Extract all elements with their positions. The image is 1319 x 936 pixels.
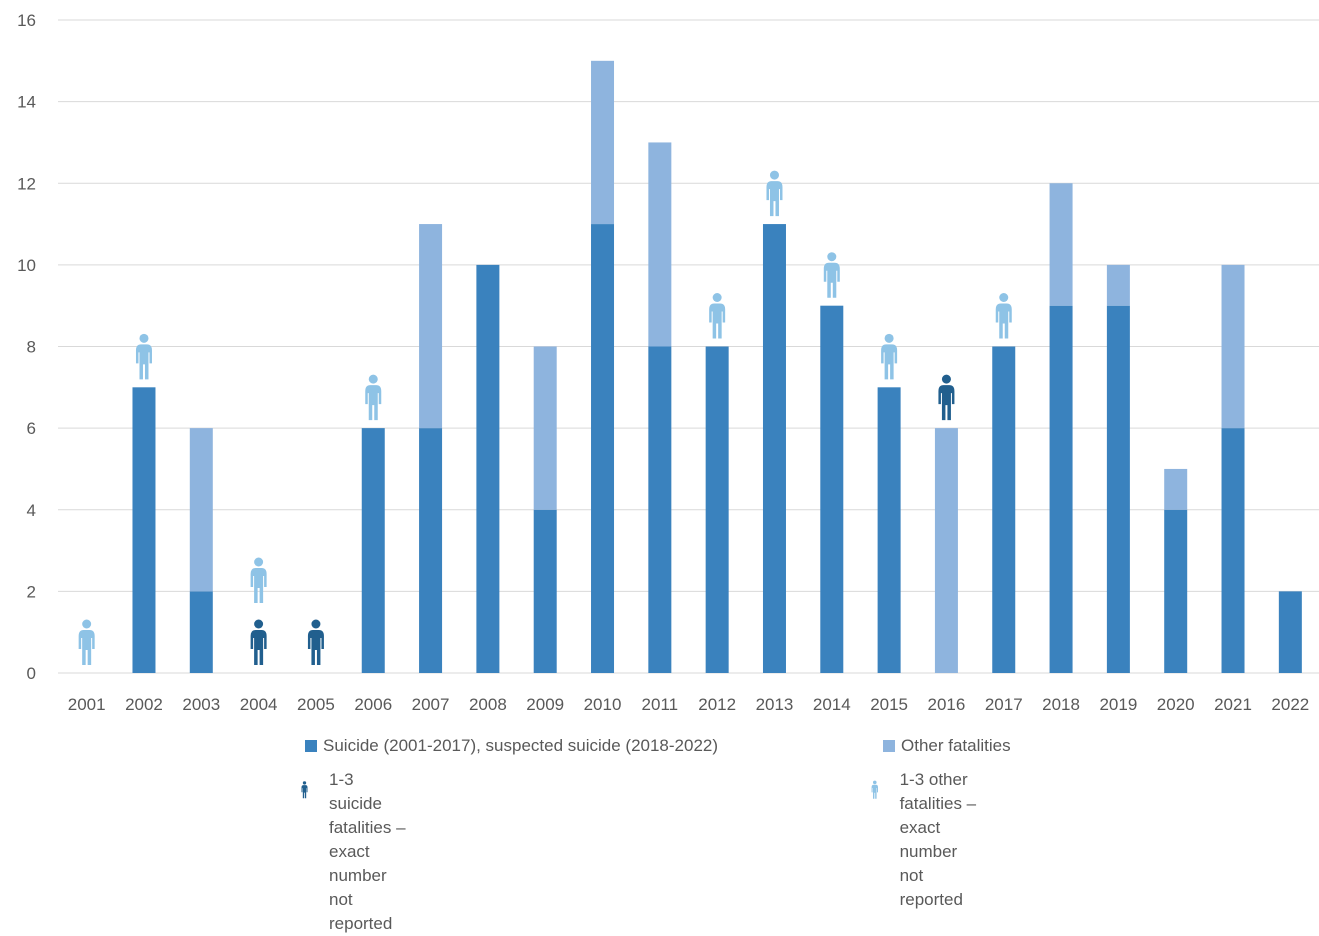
x-tick-label: 2022 bbox=[1271, 695, 1309, 714]
person-icon-other-2013 bbox=[766, 170, 783, 217]
x-tick-label: 2009 bbox=[526, 695, 564, 714]
x-tick-label: 2012 bbox=[698, 695, 736, 714]
bar-suicide-2002 bbox=[132, 387, 156, 673]
x-tick-label: 2004 bbox=[240, 695, 278, 714]
y-tick-label: 16 bbox=[17, 11, 36, 30]
legend-label-suicide-not-reported-line2: number not reported bbox=[329, 866, 393, 933]
legend-label-other-not-reported-line2: number not reported bbox=[899, 842, 963, 909]
bar-suicide-2009 bbox=[533, 509, 557, 673]
x-tick-label: 2021 bbox=[1214, 695, 1252, 714]
person-icon-other-2015 bbox=[881, 333, 898, 380]
bar-other-2010 bbox=[591, 60, 615, 225]
bar-other-2016 bbox=[934, 428, 958, 673]
person-icon-other-2002 bbox=[135, 333, 152, 380]
bar-suicide-2020 bbox=[1164, 509, 1188, 673]
y-tick-label: 6 bbox=[27, 419, 36, 438]
bar-suicide-2015 bbox=[877, 387, 901, 673]
bar-suicide-2019 bbox=[1106, 305, 1130, 673]
bar-suicide-2017 bbox=[992, 346, 1016, 673]
x-tick-label: 2011 bbox=[642, 695, 679, 714]
bar-other-2018 bbox=[1049, 183, 1073, 306]
legend-swatch-other bbox=[883, 740, 895, 752]
bar-suicide-2022 bbox=[1278, 591, 1302, 673]
y-tick-label: 14 bbox=[17, 93, 36, 112]
bar-other-2007 bbox=[419, 224, 443, 429]
y-axis-ticks: 0 2 4 6 8 10 12 14 16 bbox=[17, 11, 36, 683]
bar-suicide-2007 bbox=[419, 428, 443, 673]
y-tick-label: 8 bbox=[27, 338, 36, 357]
person-icon-suicide-2005 bbox=[307, 619, 324, 665]
not-reported-markers bbox=[78, 170, 1012, 665]
bar-suicide-2014 bbox=[820, 305, 844, 673]
x-tick-label: 2005 bbox=[297, 695, 335, 714]
gridlines bbox=[58, 19, 1319, 674]
bar-suicide-2010 bbox=[591, 224, 615, 673]
bar-other-2003 bbox=[189, 428, 213, 592]
legend-label-other-not-reported-line1: 1-3 other fatalities – exact bbox=[899, 770, 977, 837]
bar-other-2011 bbox=[648, 142, 672, 347]
x-tick-label: 2003 bbox=[182, 695, 220, 714]
bar-other-2021 bbox=[1221, 264, 1245, 429]
legend-item-other: Other fatalities bbox=[883, 736, 1011, 756]
x-tick-label: 2016 bbox=[928, 695, 966, 714]
person-icon-other-2004 bbox=[250, 557, 267, 603]
bar-suicide-2003 bbox=[189, 591, 213, 673]
x-tick-label: 2002 bbox=[125, 695, 163, 714]
y-tick-label: 2 bbox=[27, 582, 36, 601]
x-tick-label: 2017 bbox=[985, 695, 1023, 714]
x-tick-label: 2013 bbox=[756, 695, 794, 714]
bar-suicide-2013 bbox=[762, 224, 786, 673]
legend-label-other: Other fatalities bbox=[901, 736, 1011, 755]
x-axis-ticks: 2001 2002 2003 2004 2005 2006 2007 2008 2009 2010… bbox=[68, 695, 1310, 714]
y-tick-label: 12 bbox=[17, 174, 36, 193]
x-tick-label: 2007 bbox=[412, 695, 450, 714]
person-icon-suicide-2016 bbox=[938, 374, 955, 421]
bar-other-2009 bbox=[533, 346, 557, 510]
legend-item-suicide-not-reported: 1-3 suicide fatalities – exact number no… bbox=[300, 766, 407, 936]
legend-label-suicide: Suicide (2001-2017), suspected suicide (… bbox=[323, 736, 719, 755]
legend-swatch-suicide bbox=[305, 740, 317, 752]
x-tick-label: 2020 bbox=[1157, 695, 1195, 714]
legend-item-suicide: Suicide (2001-2017), suspected suicide (… bbox=[305, 736, 718, 756]
bar-other-2019 bbox=[1106, 264, 1130, 306]
person-icon bbox=[871, 780, 878, 799]
x-tick-label: 2006 bbox=[354, 695, 392, 714]
legend-item-other-not-reported: 1-3 other fatalities – exact number not … bbox=[870, 766, 977, 912]
person-icon-other-2001 bbox=[78, 619, 95, 665]
x-tick-label: 2014 bbox=[813, 695, 851, 714]
person-icon-other-2014 bbox=[823, 252, 840, 298]
person-icon bbox=[301, 781, 308, 799]
bar-suicide-2006 bbox=[361, 428, 385, 673]
bar-suicide-2018 bbox=[1049, 305, 1073, 673]
person-icon-suicide-2004 bbox=[250, 619, 267, 665]
person-icon-other-2017 bbox=[995, 293, 1012, 339]
bar-suicide-2021 bbox=[1221, 428, 1245, 673]
bar-suicide-2011 bbox=[648, 346, 672, 673]
x-tick-label: 2018 bbox=[1042, 695, 1080, 714]
x-tick-label: 2001 bbox=[68, 695, 106, 714]
x-tick-label: 2010 bbox=[584, 695, 622, 714]
x-tick-label: 2015 bbox=[870, 695, 908, 714]
bar-other-2020 bbox=[1164, 468, 1188, 510]
y-tick-label: 10 bbox=[17, 256, 36, 275]
bar-suicide-2012 bbox=[705, 346, 729, 673]
bar-suicide-2008 bbox=[476, 264, 500, 673]
bars bbox=[132, 60, 1302, 673]
legend-label-suicide-not-reported-line1: 1-3 suicide fatalities – exact bbox=[329, 770, 406, 861]
x-tick-label: 2008 bbox=[469, 695, 507, 714]
y-tick-label: 4 bbox=[27, 501, 36, 520]
person-icon-other-2006 bbox=[365, 374, 382, 421]
person-icon-other-2012 bbox=[709, 293, 726, 339]
x-tick-label: 2019 bbox=[1099, 695, 1137, 714]
y-tick-label: 0 bbox=[27, 664, 36, 683]
